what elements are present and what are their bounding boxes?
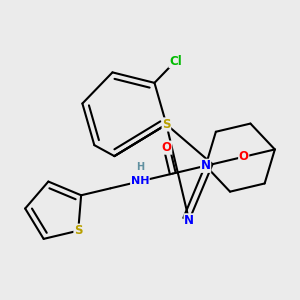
Text: N: N xyxy=(184,214,194,227)
Text: O: O xyxy=(239,150,249,163)
Text: NH: NH xyxy=(131,176,149,186)
Text: O: O xyxy=(162,141,172,154)
Text: S: S xyxy=(162,118,171,131)
Text: Cl: Cl xyxy=(169,55,182,68)
Text: S: S xyxy=(74,224,82,237)
Text: N: N xyxy=(201,159,211,172)
Text: H: H xyxy=(136,162,144,172)
